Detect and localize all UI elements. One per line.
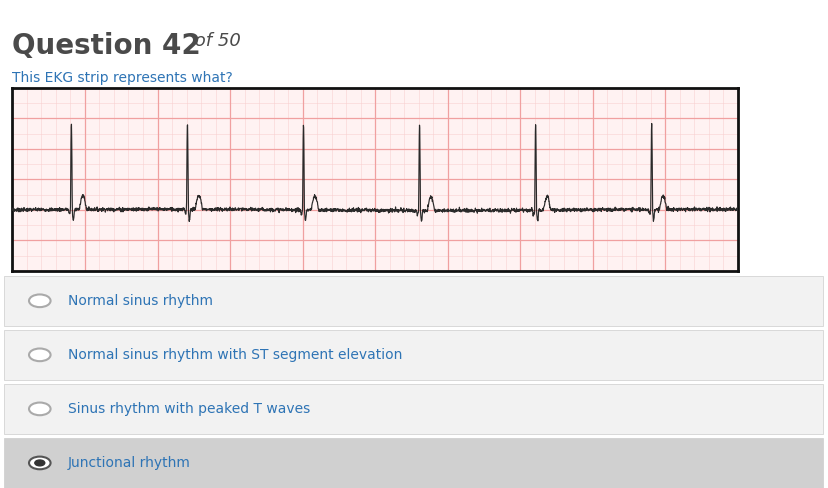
Text: Question 42: Question 42 xyxy=(12,32,201,60)
Text: Sinus rhythm with peaked T waves: Sinus rhythm with peaked T waves xyxy=(68,402,310,416)
Text: of 50: of 50 xyxy=(189,32,241,50)
Text: Junctional rhythm: Junctional rhythm xyxy=(68,456,190,470)
Text: Normal sinus rhythm with ST segment elevation: Normal sinus rhythm with ST segment elev… xyxy=(68,348,402,362)
Text: This EKG strip represents what?: This EKG strip represents what? xyxy=(12,71,233,85)
Text: Normal sinus rhythm: Normal sinus rhythm xyxy=(68,294,213,308)
